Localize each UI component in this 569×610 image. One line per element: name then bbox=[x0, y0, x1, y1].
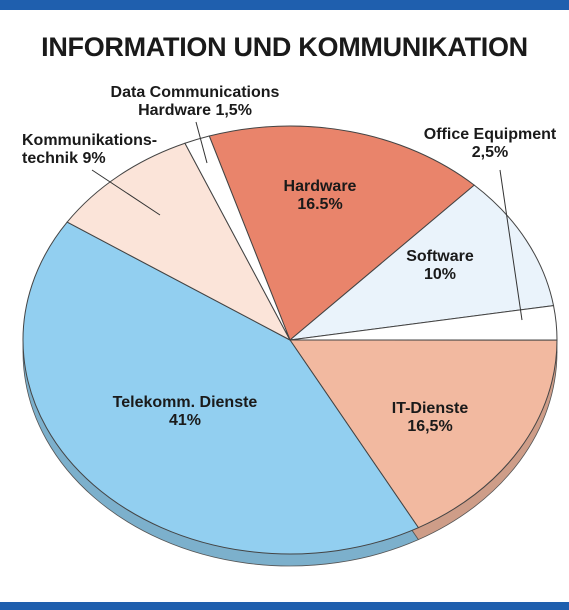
slice bbox=[208, 125, 476, 341]
leader-line bbox=[499, 169, 523, 321]
slice-label: IT-Dienste 16,5% bbox=[360, 400, 500, 436]
category-label: Software bbox=[406, 248, 474, 265]
slice-label: Software 10% bbox=[385, 248, 495, 284]
category-label: Office Equipment bbox=[423, 126, 557, 143]
category-label: Data Communications Hardware bbox=[110, 84, 280, 119]
slice bbox=[22, 221, 420, 555]
category-label: IT-Dienste bbox=[391, 400, 469, 417]
slice-label: Telekomm. Dienste 41% bbox=[95, 394, 275, 430]
top-band bbox=[0, 0, 569, 10]
slice bbox=[288, 184, 555, 341]
slice-label: Kommunikations-technik 9% bbox=[22, 132, 172, 168]
slice-label: Hardware 16.5% bbox=[255, 178, 385, 214]
value-label: 16.5% bbox=[297, 196, 343, 213]
value-label: 9% bbox=[82, 150, 106, 167]
chart-title: INFORMATION UND KOMMUNIKATION bbox=[41, 32, 528, 62]
value-label: 1,5% bbox=[215, 102, 252, 119]
slice bbox=[66, 142, 292, 342]
value-label: 10% bbox=[423, 266, 457, 283]
value-label: 41% bbox=[168, 412, 202, 429]
leader-line bbox=[91, 169, 161, 216]
slice bbox=[184, 135, 291, 341]
value-label: 16,5% bbox=[407, 418, 453, 435]
slice-label: Data Communications Hardware 1,5% bbox=[95, 84, 295, 120]
category-label: Telekomm. Dienste bbox=[112, 394, 258, 411]
category-label: Kommunikations-technik bbox=[22, 132, 158, 167]
slice bbox=[289, 339, 558, 529]
slice-label: Office Equipment 2,5% bbox=[410, 126, 569, 162]
leader-line bbox=[195, 121, 208, 164]
pie bbox=[22, 125, 558, 567]
bottom-band bbox=[0, 602, 569, 610]
category-label: Hardware bbox=[283, 178, 357, 195]
value-label: 2,5% bbox=[471, 144, 509, 161]
